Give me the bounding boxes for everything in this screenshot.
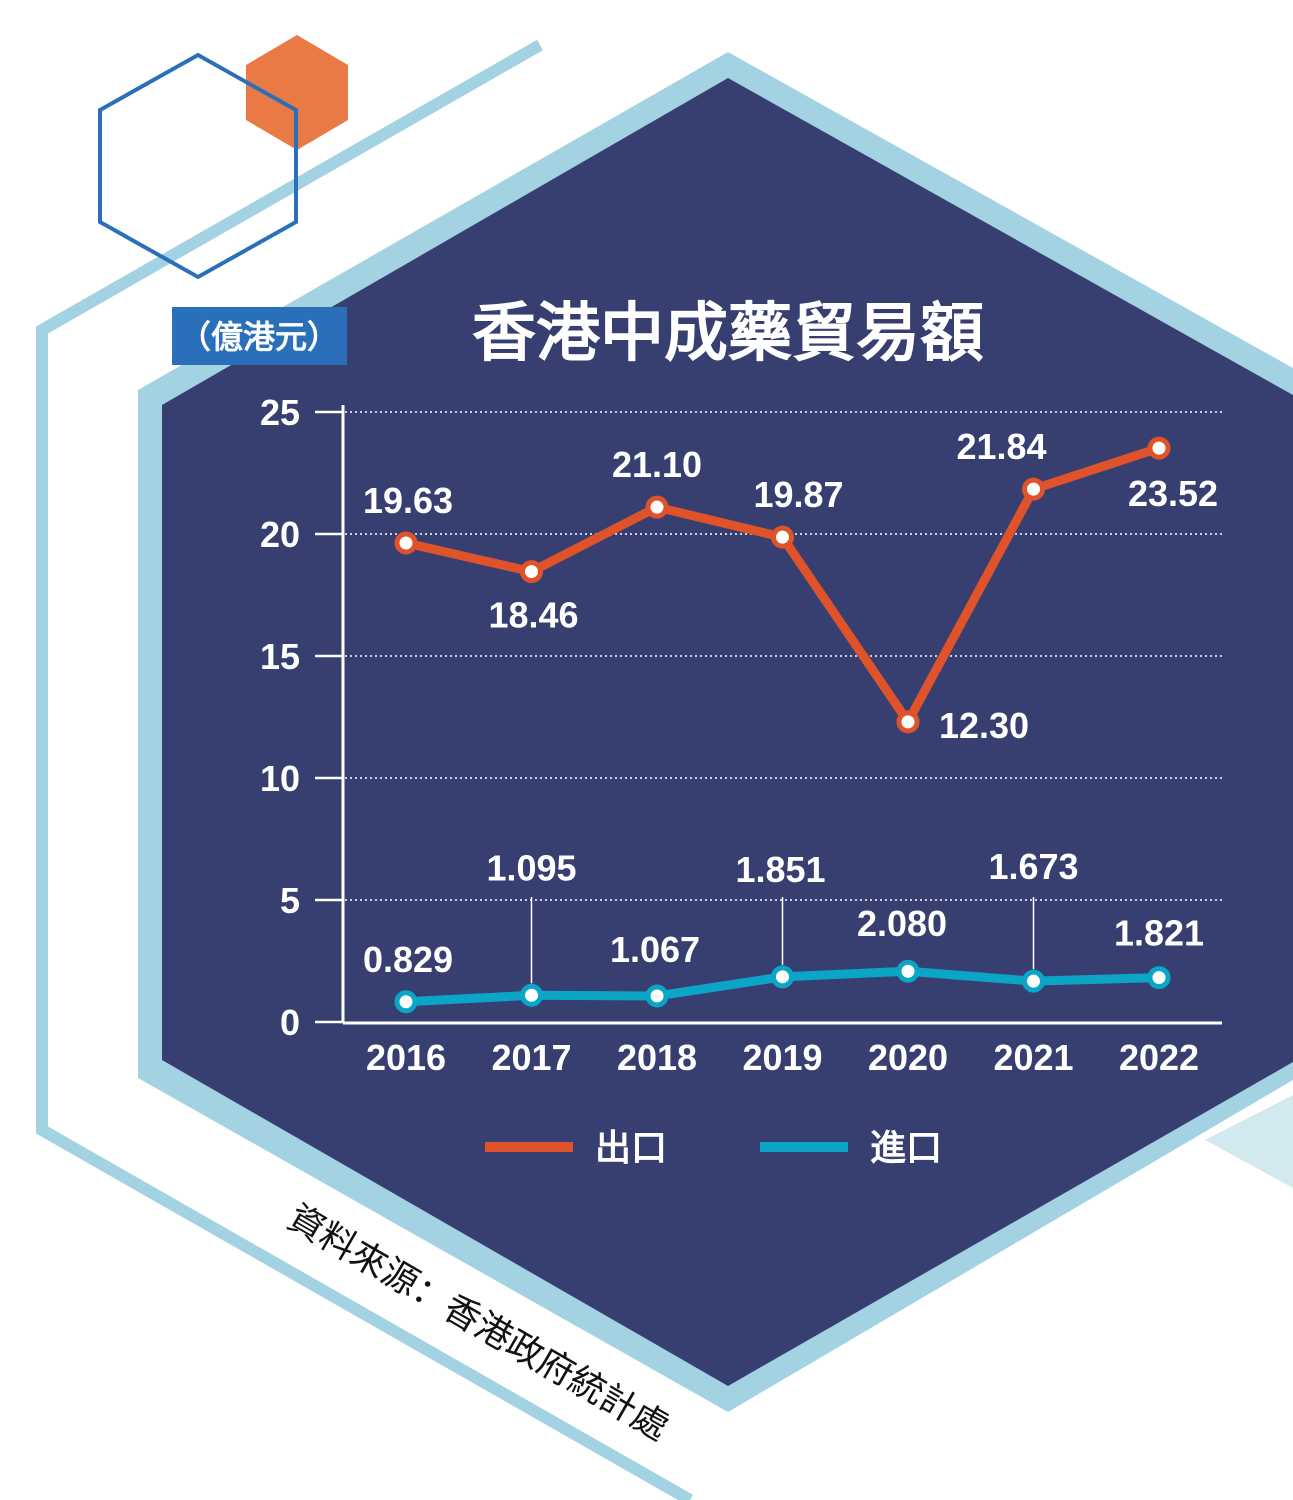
data-label: 21.10 [612,444,702,485]
data-point [1022,969,1045,993]
y-tick-label: 15 [260,636,300,677]
x-tick-label: 2021 [993,1037,1073,1078]
x-tick-label: 2016 [366,1037,446,1078]
unit-badge [172,307,347,365]
data-label: 1.673 [988,846,1078,887]
data-point [645,495,669,519]
y-tick-label: 5 [280,880,300,921]
blue-outline-hexagon [98,52,298,280]
data-label: 23.52 [1128,473,1218,514]
data-point [896,959,920,983]
legend-label: 進口 [870,1127,942,1168]
outer-frame-line [36,39,693,1500]
data-label: 1.067 [610,929,700,970]
light-triangle [1205,1095,1293,1188]
data-point [520,983,543,1007]
data-label: 18.46 [488,595,578,636]
data-label: 0.829 [363,939,453,980]
chart-title: 香港中成藥貿易額 [472,297,984,369]
data-point [394,531,418,555]
data-point [771,525,794,549]
data-point [394,990,418,1014]
data-point [1022,477,1045,501]
y-tick-label: 0 [280,1002,300,1043]
y-tick-label: 25 [260,392,300,433]
x-tick-label: 2017 [491,1037,571,1078]
data-label: 12.30 [939,705,1029,746]
hexagon-panel [162,78,1293,1386]
data-label: 21.84 [956,426,1046,467]
data-point [520,560,543,584]
data-label: 19.63 [363,480,453,521]
data-point [645,984,669,1008]
unit-label: （億港元） [179,319,339,355]
y-tick-label: 20 [260,514,300,555]
data-point [1147,436,1171,460]
data-label: 2.080 [857,903,947,944]
data-point [1147,966,1171,990]
y-tick-label: 10 [260,758,300,799]
data-point [771,965,794,989]
x-tick-label: 2019 [742,1037,822,1078]
data-point [896,710,920,734]
orange-hexagon [246,35,348,150]
x-tick-label: 2022 [1119,1037,1199,1078]
legend-label: 出口 [595,1127,667,1168]
x-tick-label: 2020 [868,1037,948,1078]
data-label: 1.821 [1114,913,1204,954]
data-label: 1.851 [735,849,825,890]
data-label: 1.095 [486,847,576,888]
data-label: 19.87 [753,474,843,515]
x-tick-label: 2018 [617,1037,697,1078]
